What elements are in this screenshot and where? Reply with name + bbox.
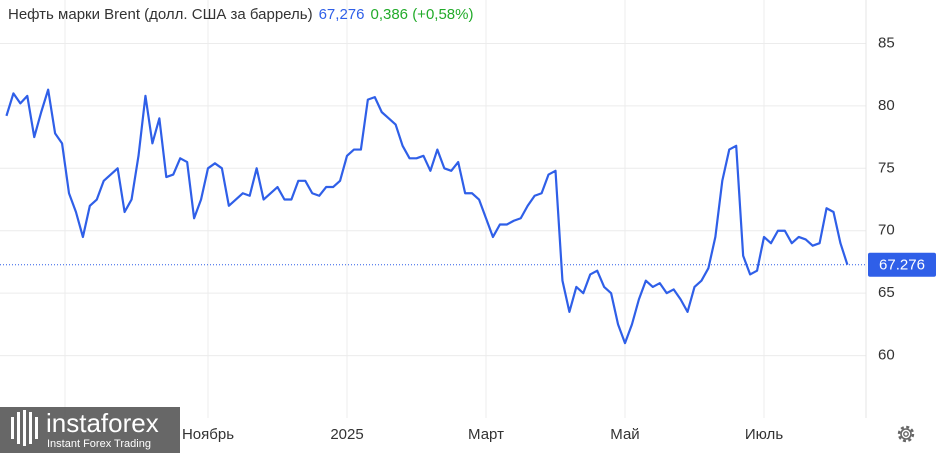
change: 0,386 (+0,58%)	[370, 6, 474, 23]
plot	[0, 88, 866, 345]
x-tick-label: Май	[610, 426, 639, 443]
settings-button[interactable]	[897, 425, 915, 443]
grid	[0, 0, 867, 418]
y-tick-label: 80	[878, 97, 895, 114]
y-tick-label: 75	[878, 159, 895, 176]
watermark-brand: instaforex	[46, 408, 159, 438]
last-value-badge	[868, 252, 936, 277]
watermark-tagline: Instant Forex Trading	[47, 438, 151, 450]
last-value-label: 67.276	[879, 257, 925, 274]
x-tick-label: Июль	[745, 426, 783, 443]
watermark: instaforex Instant Forex Trading	[0, 407, 180, 453]
chart-title: Нефть марки Brent (долл. США за баррель)	[8, 6, 313, 23]
header: Нефть марки Brent (долл. США за баррель)…	[8, 6, 479, 23]
x-tick-label: Март	[468, 426, 504, 443]
x-tick-label: 2025	[330, 426, 363, 443]
labels: 60 65 70 75 80 85 Ноябрь 2025 Март Май Июль 67.276	[182, 34, 936, 443]
y-tick-label: 60	[878, 347, 895, 364]
y-tick-label: 70	[878, 222, 895, 239]
y-tick-label: 65	[878, 284, 895, 301]
price-line	[5, 88, 849, 345]
logo-icon	[11, 410, 38, 446]
price: 67,276	[318, 6, 365, 23]
x-tick-label: Ноябрь	[182, 426, 234, 443]
y-tick-label: 85	[878, 34, 895, 51]
